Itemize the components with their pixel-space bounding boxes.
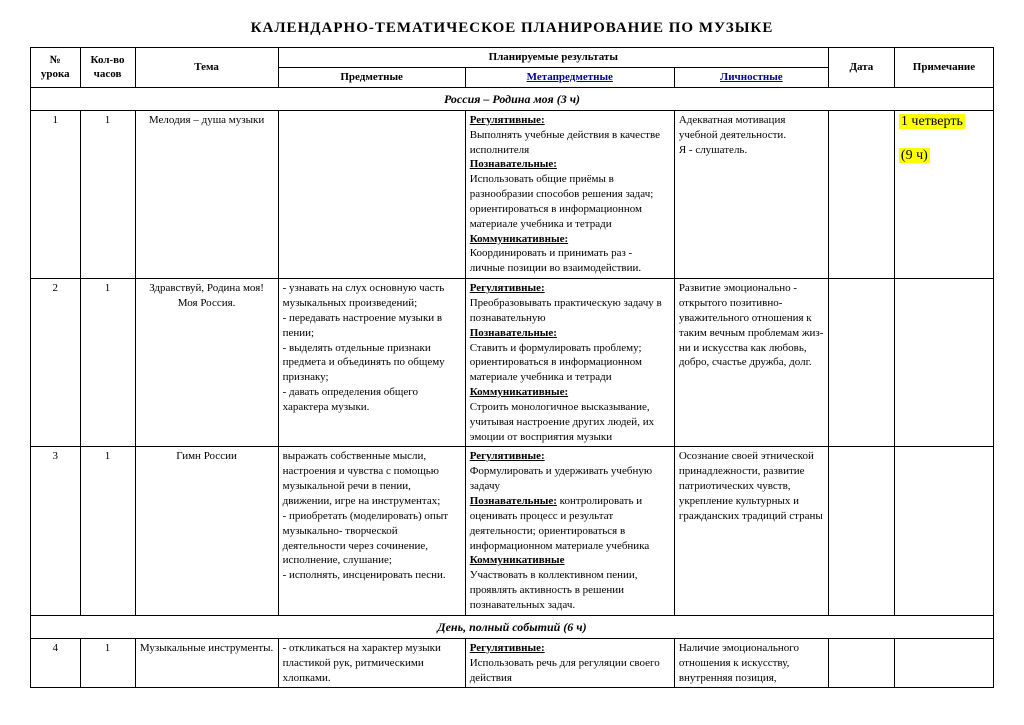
cell-meta: Регулятивные: Использовать речь для регу… bbox=[465, 638, 674, 688]
cell-pred: выражать собственные мысли, настроения и… bbox=[278, 447, 465, 615]
cell-num: 1 bbox=[31, 110, 81, 278]
col-header-pred: Предметные bbox=[278, 67, 465, 87]
col-header-note: Примечание bbox=[894, 48, 993, 88]
cell-theme: Гимн России bbox=[135, 447, 278, 615]
cell-pred bbox=[278, 110, 465, 278]
cell-hours: 1 bbox=[80, 638, 135, 688]
cell-meta: Регулятивные: Формулировать и удерживать… bbox=[465, 447, 674, 615]
cell-note bbox=[894, 638, 993, 688]
col-header-lich: Личностные bbox=[674, 67, 828, 87]
cell-lich: Адекватная мотивация учебной деятельност… bbox=[674, 110, 828, 278]
planning-table: № урока Кол-во часов Тема Планируемые ре… bbox=[30, 47, 994, 688]
col-header-theme: Тема bbox=[135, 48, 278, 88]
cell-pred: - узнавать на слух основную часть музыка… bbox=[278, 279, 465, 447]
cell-theme: Мелодия – душа музыки bbox=[135, 110, 278, 278]
header-row-1: № урока Кол-во часов Тема Планируемые ре… bbox=[31, 48, 994, 68]
section-title-1: Россия – Родина моя (3 ч) bbox=[31, 87, 994, 110]
cell-hours: 1 bbox=[80, 110, 135, 278]
table-row: 3 1 Гимн России выражать собственные мыс… bbox=[31, 447, 994, 615]
col-header-num: № урока bbox=[31, 48, 81, 88]
cell-lich: Осознание своей этнической принадлежност… bbox=[674, 447, 828, 615]
cell-theme: Музыкальные инструменты. bbox=[135, 638, 278, 688]
cell-note bbox=[894, 447, 993, 615]
col-header-date: Дата bbox=[828, 48, 894, 88]
col-header-results: Планируемые результаты bbox=[278, 48, 828, 68]
table-row: 1 1 Мелодия – душа музыки Регулятивные: … bbox=[31, 110, 994, 278]
cell-meta: Регулятивные: Преобразовывать практическ… bbox=[465, 279, 674, 447]
col-header-meta: Метапредметные bbox=[465, 67, 674, 87]
section-title-2: День, полный событий (6 ч) bbox=[31, 615, 994, 638]
page-title: КАЛЕНДАРНО-ТЕМАТИЧЕСКОЕ ПЛАНИРОВАНИЕ ПО … bbox=[30, 20, 994, 37]
cell-lich: Развитие эмоционально - открытого позити… bbox=[674, 279, 828, 447]
cell-meta: Регулятивные: Выполнять учебные действия… bbox=[465, 110, 674, 278]
cell-date bbox=[828, 110, 894, 278]
col-header-hours: Кол-во часов bbox=[80, 48, 135, 88]
section-row-1: Россия – Родина моя (3 ч) bbox=[31, 87, 994, 110]
cell-hours: 1 bbox=[80, 447, 135, 615]
table-row: 4 1 Музыкальные инструменты. - откликать… bbox=[31, 638, 994, 688]
cell-pred: - откликаться на характер музыки пластик… bbox=[278, 638, 465, 688]
cell-date bbox=[828, 447, 894, 615]
table-row: 2 1 Здравствуй, Родина моя! Моя Россия. … bbox=[31, 279, 994, 447]
cell-num: 3 bbox=[31, 447, 81, 615]
cell-note bbox=[894, 279, 993, 447]
cell-theme: Здравствуй, Родина моя! Моя Россия. bbox=[135, 279, 278, 447]
section-row-2: День, полный событий (6 ч) bbox=[31, 615, 994, 638]
cell-hours: 1 bbox=[80, 279, 135, 447]
cell-lich: Наличие эмоционального отношения к искус… bbox=[674, 638, 828, 688]
cell-date bbox=[828, 638, 894, 688]
cell-num: 4 bbox=[31, 638, 81, 688]
cell-note: 1 четверть (9 ч) bbox=[894, 110, 993, 278]
cell-date bbox=[828, 279, 894, 447]
cell-num: 2 bbox=[31, 279, 81, 447]
